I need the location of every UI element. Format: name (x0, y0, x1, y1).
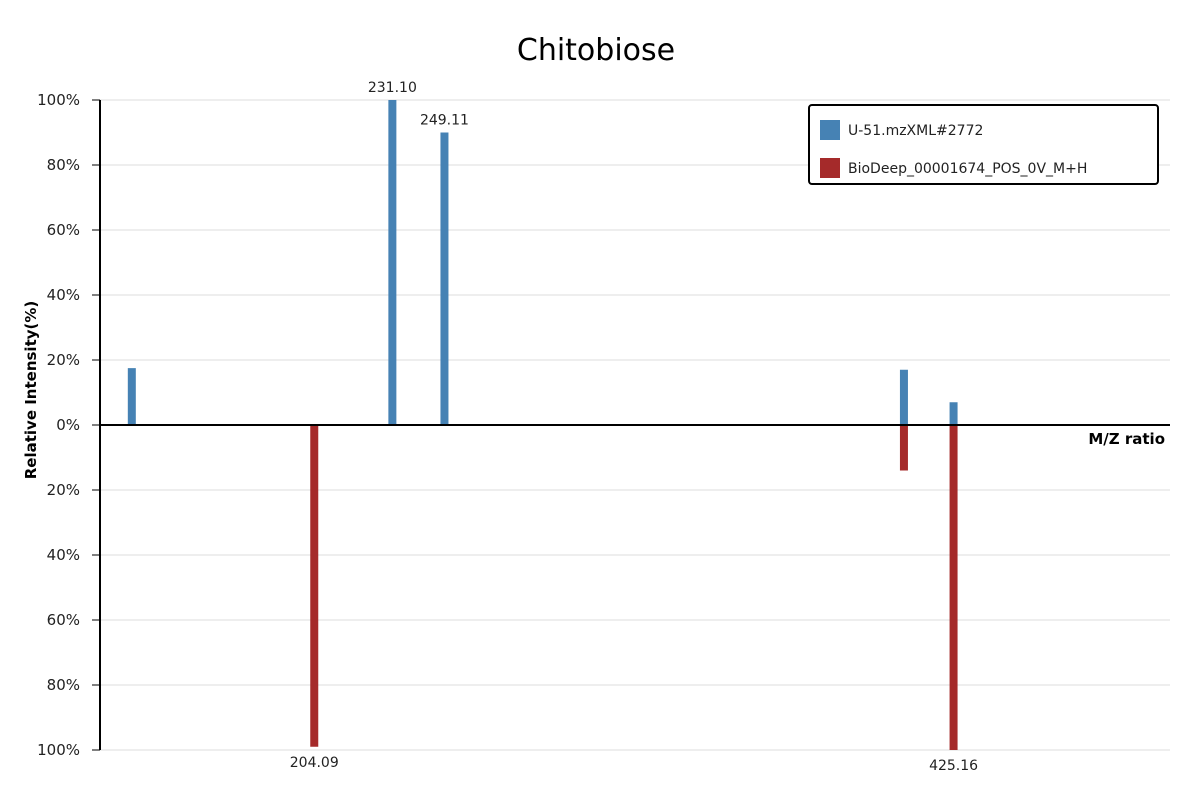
peak-bar (949, 402, 958, 425)
peak-bar (899, 369, 908, 425)
peak-bar (949, 425, 958, 750)
peak-label: 425.16 (929, 758, 978, 774)
y-tick-label: 40% (47, 546, 80, 564)
legend-label: BioDeep_00001674_POS_0V_M+H (848, 161, 1087, 177)
x-axis-title: M/Z ratio (1088, 430, 1165, 448)
y-axis-title: Relative Intensity(%) (22, 301, 40, 480)
y-tick-label: 40% (47, 286, 80, 304)
legend: U-51.mzXML#2772 BioDeep_00001674_POS_0V_M… (808, 104, 1159, 185)
y-tick-label: 80% (47, 676, 80, 694)
peaks (127, 100, 958, 750)
legend-swatch (820, 120, 840, 140)
legend-label: U-51.mzXML#2772 (848, 123, 983, 139)
y-tick-label: 80% (47, 156, 80, 174)
chart-title: Chitobiose (517, 33, 675, 68)
y-tick-label: 0% (56, 416, 80, 434)
y-axis-ticks: 100% 80% 60% 40% 20% 0% 20% 40% 60% 80% 100% (37, 91, 100, 759)
peak-bar (440, 132, 449, 425)
peak-label: 204.09 (290, 755, 339, 771)
legend-box (808, 104, 1159, 185)
peak-label: 249.11 (420, 113, 469, 129)
y-tick-label: 100% (37, 741, 80, 759)
peak-bar (388, 100, 397, 425)
y-tick-label: 100% (37, 91, 80, 109)
peak-labels: 231.10 249.11 204.09 425.16 (290, 80, 978, 774)
y-tick-label: 60% (47, 221, 80, 239)
y-tick-label: 60% (47, 611, 80, 629)
y-tick-label: 20% (47, 351, 80, 369)
legend-swatch (820, 158, 840, 178)
peak-bar (310, 425, 319, 747)
y-tick-label: 20% (47, 481, 80, 499)
peak-label: 231.10 (368, 80, 417, 96)
axes (99, 100, 1170, 750)
peak-bar (899, 425, 908, 471)
peak-bar (127, 368, 136, 425)
